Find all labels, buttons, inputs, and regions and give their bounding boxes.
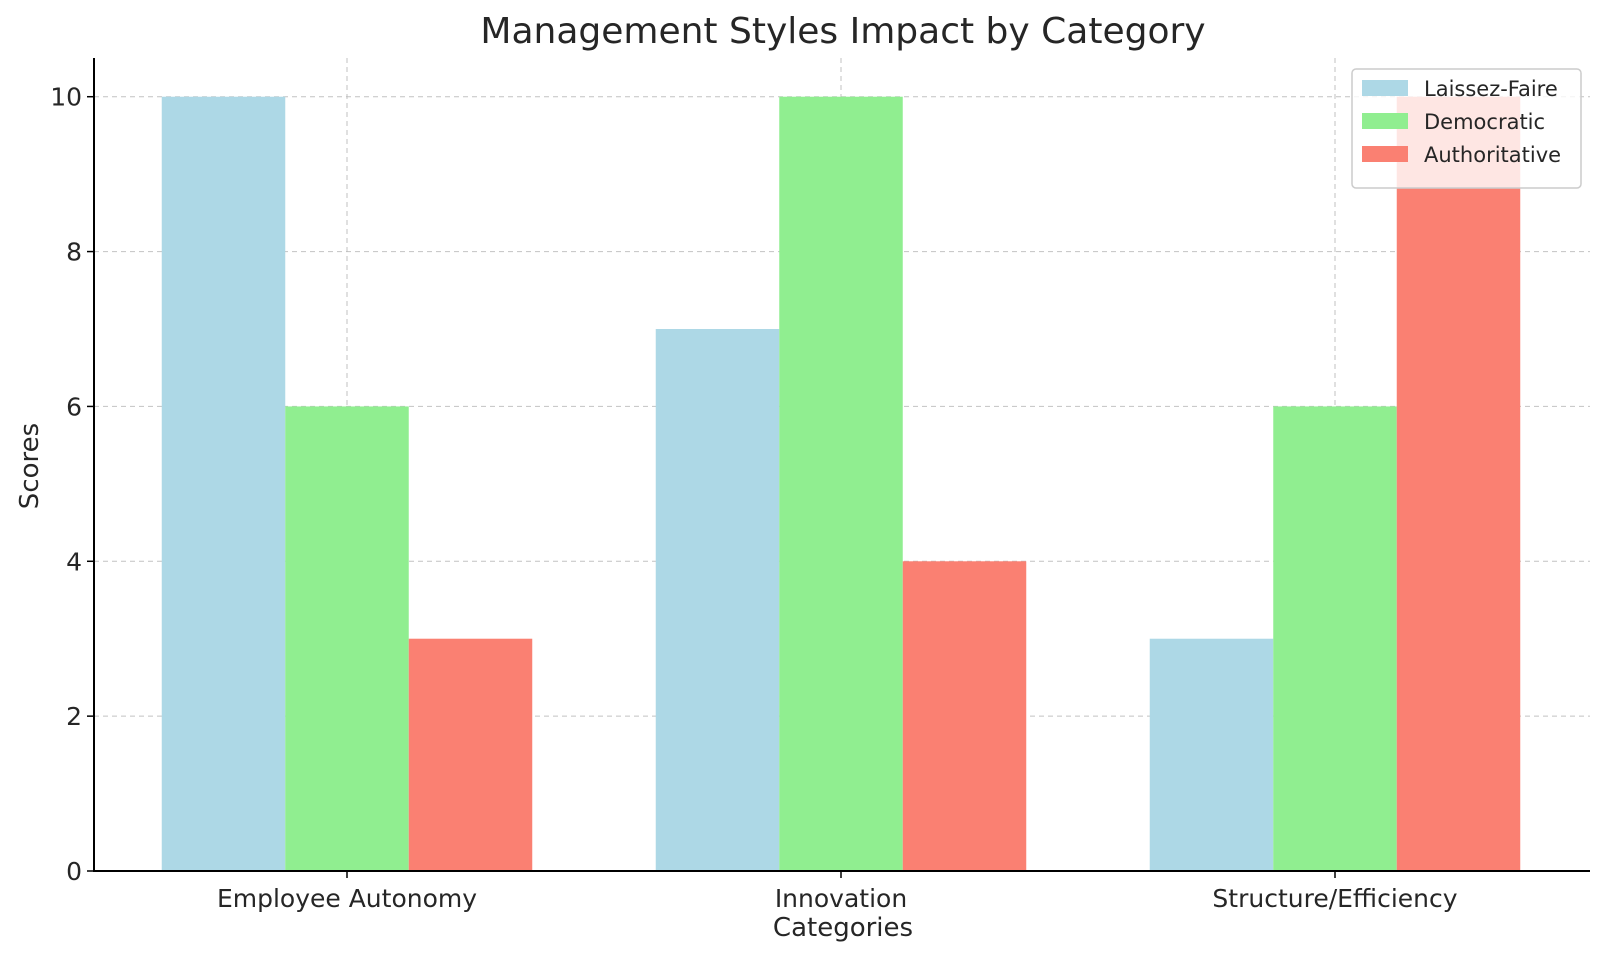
- bar-democratic-1: [779, 96, 903, 871]
- bar-democratic-2: [1273, 406, 1397, 871]
- x-tick-label: Innovation: [775, 884, 907, 913]
- legend-swatch: [1362, 113, 1408, 129]
- ticks: 0 2 4 6 8 10 Employee Autonomy Innovation Struct…: [50, 83, 1458, 913]
- bar-laissez-faire-1: [655, 329, 780, 871]
- legend-label: Authoritative: [1424, 143, 1561, 167]
- bar-authoritative-0: [408, 638, 533, 871]
- y-tick-label: 4: [66, 547, 82, 576]
- bar-authoritative-2: [1396, 96, 1521, 871]
- y-tick-label: 8: [66, 238, 82, 267]
- legend: Laissez-Faire Democratic Authoritative: [1351, 68, 1582, 189]
- x-tick-label: Structure/Efficiency: [1212, 884, 1457, 913]
- legend-label: Democratic: [1424, 110, 1545, 134]
- legend-swatch: [1362, 80, 1408, 96]
- legend-swatch: [1362, 146, 1408, 162]
- y-tick-label: 0: [66, 857, 82, 886]
- y-tick-label: 6: [66, 392, 82, 421]
- legend-label: Laissez-Faire: [1424, 77, 1558, 101]
- bar-authoritative-1: [902, 561, 1027, 871]
- y-tick-label: 10: [50, 83, 82, 112]
- legend-frame: [1351, 68, 1582, 189]
- y-axis-label: Scores: [15, 423, 45, 509]
- bar-democratic-0: [285, 406, 409, 871]
- bar-laissez-faire-0: [161, 96, 286, 871]
- x-axis-label: Categories: [773, 913, 913, 943]
- bar-laissez-faire-2: [1149, 638, 1274, 871]
- x-tick-label: Employee Autonomy: [217, 884, 477, 913]
- chart-title: Management Styles Impact by Category: [480, 11, 1205, 52]
- bars: [161, 96, 1521, 871]
- y-tick-label: 2: [66, 702, 82, 731]
